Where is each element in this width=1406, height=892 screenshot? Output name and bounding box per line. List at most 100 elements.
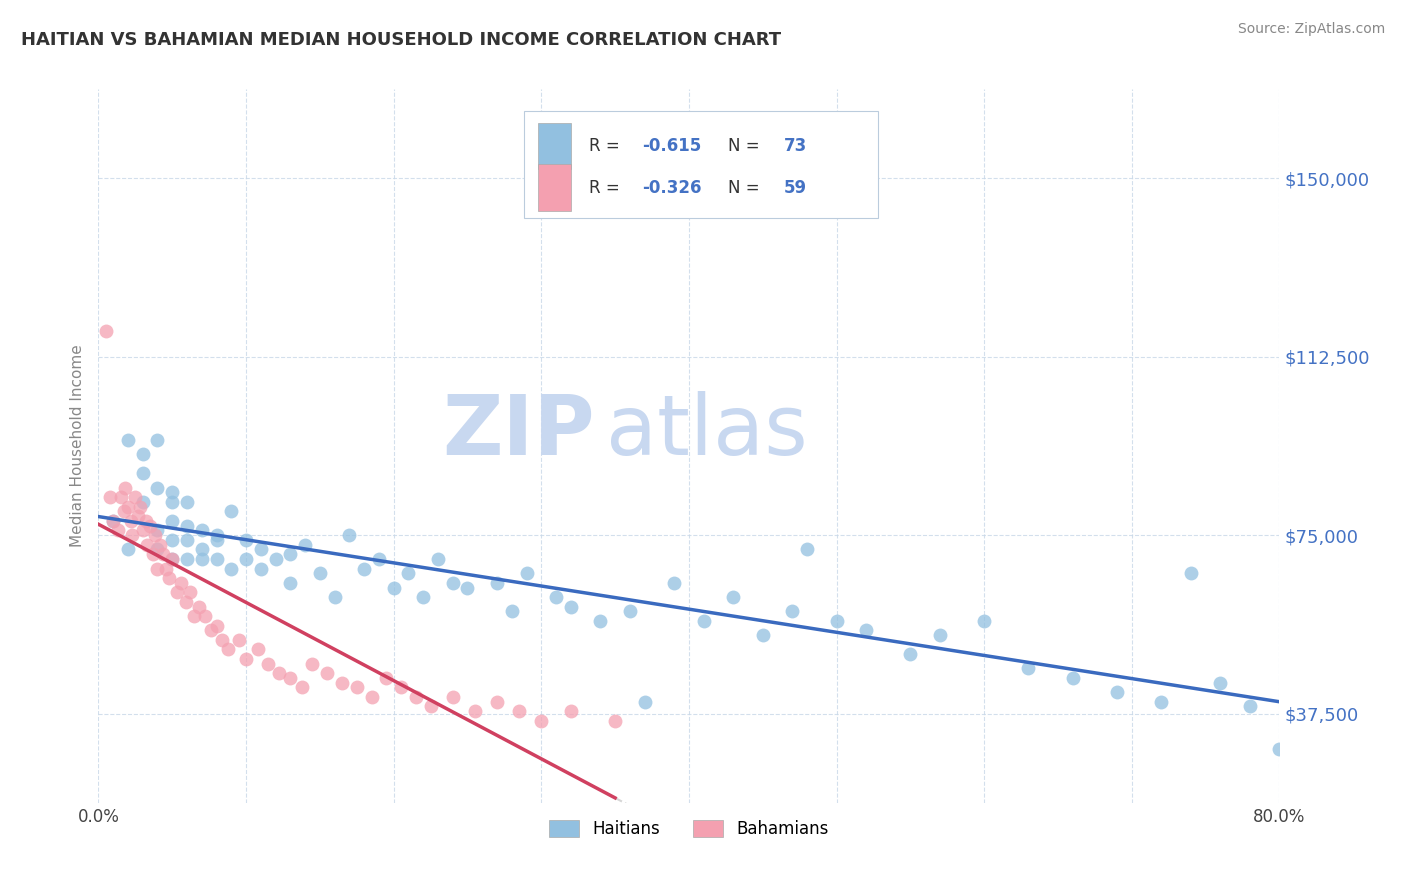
Point bbox=[1018, 661, 1040, 675]
Point bbox=[146, 561, 169, 575]
Point bbox=[135, 514, 157, 528]
Point bbox=[486, 695, 509, 709]
Point bbox=[508, 704, 530, 718]
Point bbox=[1268, 742, 1291, 756]
Point bbox=[205, 618, 228, 632]
Point bbox=[132, 495, 155, 509]
Point bbox=[280, 575, 302, 590]
Point bbox=[139, 518, 162, 533]
Point bbox=[142, 547, 165, 561]
Point bbox=[375, 671, 398, 685]
Point bbox=[120, 514, 142, 528]
Point bbox=[1239, 699, 1261, 714]
Point bbox=[183, 609, 205, 624]
Legend: Haitians, Bahamians: Haitians, Bahamians bbox=[543, 813, 835, 845]
Point bbox=[128, 500, 150, 514]
Point bbox=[114, 481, 136, 495]
Point bbox=[1180, 566, 1202, 581]
Point bbox=[464, 704, 486, 718]
Text: HAITIAN VS BAHAMIAN MEDIAN HOUSEHOLD INCOME CORRELATION CHART: HAITIAN VS BAHAMIAN MEDIAN HOUSEHOLD INC… bbox=[21, 31, 782, 49]
Point bbox=[121, 528, 143, 542]
Point bbox=[191, 552, 214, 566]
Point bbox=[619, 604, 641, 618]
Point bbox=[176, 552, 198, 566]
Point bbox=[457, 581, 479, 595]
Point bbox=[211, 632, 233, 647]
Point bbox=[419, 699, 441, 714]
Point bbox=[382, 581, 405, 595]
Point bbox=[516, 566, 538, 581]
Point bbox=[1150, 695, 1173, 709]
FancyBboxPatch shape bbox=[523, 111, 877, 218]
Point bbox=[1209, 675, 1232, 690]
Point bbox=[205, 528, 228, 542]
Point bbox=[117, 433, 139, 447]
Point bbox=[162, 533, 183, 547]
Point bbox=[205, 533, 228, 547]
Point bbox=[330, 675, 353, 690]
Text: R =: R = bbox=[589, 137, 624, 155]
Text: ZIP: ZIP bbox=[441, 392, 595, 472]
Point bbox=[110, 490, 132, 504]
Text: N =: N = bbox=[728, 178, 765, 196]
Point bbox=[143, 528, 166, 542]
Point bbox=[103, 514, 125, 528]
Point bbox=[107, 524, 129, 538]
Text: R =: R = bbox=[589, 178, 624, 196]
Point bbox=[179, 585, 201, 599]
Point bbox=[127, 509, 149, 524]
Point bbox=[235, 652, 257, 666]
Text: atlas: atlas bbox=[606, 392, 808, 472]
Point bbox=[132, 447, 155, 461]
Point bbox=[136, 538, 159, 552]
Point bbox=[825, 614, 848, 628]
Point bbox=[124, 490, 146, 504]
Point bbox=[855, 624, 877, 638]
Point bbox=[280, 547, 302, 561]
Point bbox=[94, 324, 117, 338]
Point bbox=[664, 575, 686, 590]
Point bbox=[723, 590, 745, 604]
Point bbox=[693, 614, 716, 628]
Point bbox=[250, 561, 273, 575]
Point bbox=[221, 561, 243, 575]
Point bbox=[441, 575, 464, 590]
Point bbox=[103, 514, 125, 528]
Point bbox=[560, 599, 582, 614]
Bar bbox=[537, 164, 571, 211]
Point bbox=[166, 585, 188, 599]
Point bbox=[339, 528, 361, 542]
Point bbox=[280, 671, 302, 685]
Point bbox=[291, 681, 314, 695]
Point bbox=[146, 524, 169, 538]
Point bbox=[187, 599, 209, 614]
Point bbox=[146, 433, 169, 447]
Point bbox=[427, 552, 450, 566]
Point bbox=[250, 542, 273, 557]
Point bbox=[176, 495, 198, 509]
Point bbox=[162, 552, 183, 566]
Point bbox=[146, 542, 169, 557]
Point bbox=[316, 666, 339, 681]
Point bbox=[264, 552, 287, 566]
Point bbox=[589, 614, 612, 628]
Point bbox=[217, 642, 239, 657]
Text: 73: 73 bbox=[783, 137, 807, 155]
Point bbox=[162, 514, 183, 528]
Point bbox=[149, 538, 172, 552]
Point bbox=[191, 524, 214, 538]
Point bbox=[132, 467, 155, 481]
Point bbox=[162, 495, 183, 509]
Point bbox=[900, 647, 922, 661]
Point bbox=[170, 575, 193, 590]
Point bbox=[398, 566, 420, 581]
Point bbox=[530, 714, 553, 728]
Point bbox=[973, 614, 995, 628]
Point bbox=[176, 533, 198, 547]
Point bbox=[501, 604, 523, 618]
Point bbox=[441, 690, 464, 704]
Point bbox=[267, 666, 290, 681]
Point bbox=[162, 485, 183, 500]
Point bbox=[228, 632, 250, 647]
Point bbox=[162, 552, 183, 566]
